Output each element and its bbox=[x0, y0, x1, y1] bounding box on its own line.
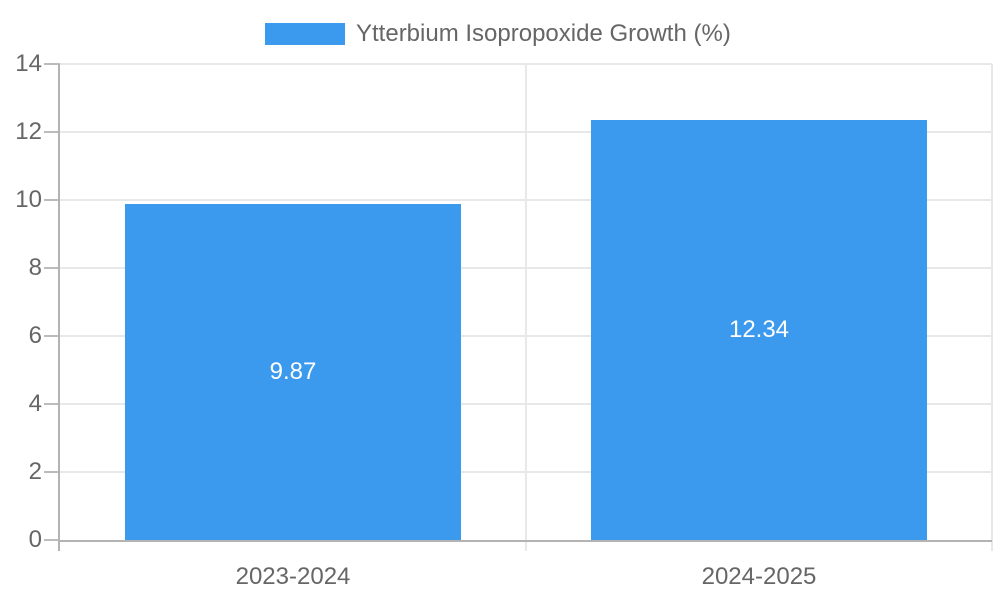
y-axis-tick bbox=[44, 267, 60, 269]
x-tick-label: 2024-2025 bbox=[701, 563, 817, 590]
y-tick-label: 14 bbox=[15, 50, 42, 77]
x-tick-label: 2023-2024 bbox=[235, 563, 351, 590]
y-axis-tick bbox=[44, 471, 60, 473]
y-tick-label: 2 bbox=[28, 458, 42, 485]
y-axis-tick bbox=[44, 199, 60, 201]
category-divider bbox=[991, 64, 993, 551]
y-axis-tick bbox=[44, 131, 60, 133]
bar-value-label: 12.34 bbox=[728, 316, 790, 343]
legend[interactable]: Ytterbium Isopropoxide Growth (%) bbox=[265, 20, 731, 48]
x-axis-line bbox=[60, 540, 992, 542]
bar[interactable]: 9.87 bbox=[125, 204, 461, 540]
legend-label: Ytterbium Isopropoxide Growth (%) bbox=[356, 20, 731, 47]
y-axis-tick bbox=[44, 403, 60, 405]
y-axis-tick bbox=[44, 63, 60, 65]
y-tick-label: 0 bbox=[28, 526, 42, 553]
y-tick-label: 8 bbox=[28, 254, 42, 281]
y-axis-tick bbox=[44, 539, 60, 541]
legend-swatch bbox=[265, 23, 345, 45]
y-axis-line bbox=[58, 64, 60, 551]
y-axis-tick bbox=[44, 335, 60, 337]
bar-value-label: 9.87 bbox=[269, 358, 317, 385]
category-divider bbox=[525, 64, 527, 551]
bar[interactable]: 12.34 bbox=[591, 120, 927, 540]
y-tick-label: 10 bbox=[15, 186, 42, 213]
y-tick-label: 4 bbox=[28, 390, 42, 417]
y-tick-label: 12 bbox=[15, 118, 42, 145]
y-tick-label: 6 bbox=[28, 322, 42, 349]
